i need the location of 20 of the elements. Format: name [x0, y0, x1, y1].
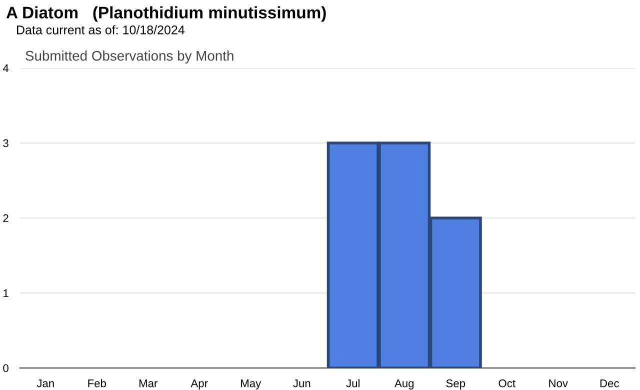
x-tick-label: May	[241, 380, 262, 390]
x-tick-label: Jan	[36, 380, 54, 388]
x-tick-label: Apr	[190, 380, 208, 390]
x-tick-label: Feb	[88, 379, 106, 388]
x-tick-label: Sep	[446, 379, 466, 390]
x-tick-label: Mar	[139, 380, 158, 388]
y-tick-label: 2	[3, 214, 8, 222]
y-tick-label: 4	[2, 64, 9, 72]
x-tick-label: Oct	[498, 379, 516, 388]
x-tick-label: Dec	[600, 380, 619, 388]
x-tick-label: Jul	[346, 379, 360, 388]
y-tick-label: 0	[3, 364, 8, 372]
y-tick-label: 1	[4, 289, 8, 298]
text: Submitted Observations by Month	[26, 50, 234, 64]
x-tick-label: Jun	[293, 380, 310, 388]
chart-title: A Diatom (Planothidium minutissimum)	[6, 6, 326, 22]
x-tick-label: Nov	[549, 380, 568, 388]
chart-subtitle: Data current as of: 10/18/2024	[17, 25, 184, 34]
x-tick-label: Aug	[394, 380, 414, 390]
y-tick-label: 3	[3, 139, 8, 148]
